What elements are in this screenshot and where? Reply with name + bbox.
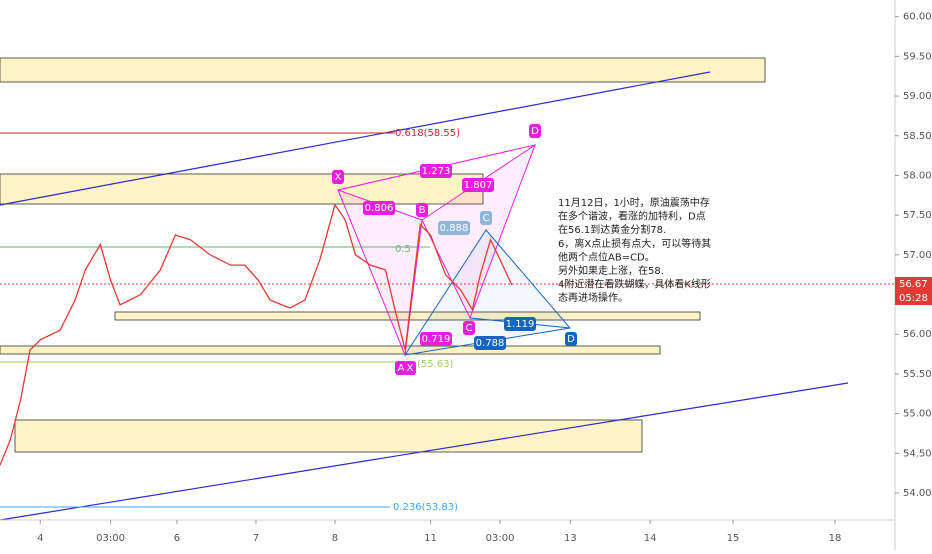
pattern-point: C [466, 323, 473, 334]
pattern-point-box [332, 170, 344, 184]
y-tick-label: 54.50 [903, 448, 932, 459]
y-tick-label: 55.50 [903, 369, 932, 380]
y-tick-label: 56.00 [903, 329, 932, 340]
ratio-label: 0.888 [440, 223, 469, 234]
ratio-label: 0.719 [422, 334, 451, 345]
x-tick-label: 6 [174, 533, 180, 544]
ratio-label-box [438, 221, 470, 235]
pattern-point-box [416, 203, 428, 217]
y-tick-label: 57.50 [903, 210, 932, 221]
note-line: 在56.1到达黄金分割78. [558, 223, 666, 236]
ratio-label: 0.788 [476, 338, 505, 349]
fib-label: 0.236(53.83) [393, 502, 458, 513]
y-tick-label: 55.00 [903, 409, 932, 420]
x-tick-label: 11 [424, 533, 437, 544]
x-tick-label: 8 [332, 533, 338, 544]
pattern-point-box [529, 124, 541, 138]
ratio-label: 1.273 [422, 166, 451, 177]
pattern-point-box [404, 361, 416, 375]
y-tick-label: 60.00 [903, 12, 932, 23]
ratio-label-box [363, 201, 395, 215]
layout [0, 0, 896, 550]
pattern-point: X [335, 172, 342, 183]
y-tick-label: 59.50 [903, 51, 932, 62]
ratio-label-box [420, 332, 452, 346]
x-tick-label: 03:00 [96, 533, 125, 544]
note-line: 另外如果走上涨，在58. [558, 264, 664, 277]
pattern-point: A [398, 363, 405, 374]
x-tick-label: 03:00 [486, 533, 515, 544]
note-line: 6，离X点止损有点大，可以等待其 [558, 237, 711, 250]
pattern-point: D [567, 334, 575, 345]
ratio-label: 0.806 [365, 203, 394, 214]
x-tick-label: 13 [564, 533, 577, 544]
price-line [0, 203, 513, 466]
ratio-label: 1.119 [506, 319, 535, 330]
ratio-label-box [474, 336, 506, 350]
ratio-label-box [504, 317, 536, 331]
ratio-label-box [420, 164, 452, 178]
note-line: 他两个点位AB=CD。 [558, 250, 655, 263]
ratio-label: 1.807 [464, 180, 493, 191]
y-tick-label: 57.00 [903, 250, 932, 261]
pattern-point: D [531, 126, 539, 137]
pattern-point: C [483, 213, 490, 224]
pattern-point-box [463, 321, 475, 335]
pattern-point: B [419, 205, 426, 216]
pattern-point: X [407, 363, 414, 374]
x-tick-label: 14 [644, 533, 657, 544]
x-tick-label: 18 [829, 533, 842, 544]
note-line: 在多个谐波，看涨的加特利，D点 [558, 210, 706, 223]
x-tick-label: 4 [37, 533, 43, 544]
time-tag-box [895, 291, 932, 305]
y-tick-label: 59.00 [903, 91, 932, 102]
ratio-label-box [462, 178, 494, 192]
fib-label: (55.63) [417, 359, 454, 370]
x-tick-label: 7 [253, 533, 259, 544]
time-tag: 05:28 [899, 293, 928, 304]
price-tag: 56.67 [899, 279, 928, 290]
note-line: 态再进场操作。 [558, 291, 628, 304]
x-tick-label: 15 [727, 533, 740, 544]
fib-label: 0.618(58.55) [395, 128, 460, 139]
y-tick-label: 54.00 [903, 488, 932, 499]
y-tick-label: 58.00 [903, 170, 932, 181]
y-tick-label: 58.50 [903, 131, 932, 142]
note-line: 4附近潜在看跌蝴蝶，具体看K线形 [558, 278, 711, 291]
price-tag-box [895, 277, 932, 291]
fib-label: 0.5 [395, 244, 411, 255]
pattern-point-box [565, 332, 577, 346]
pattern-point-box [480, 211, 492, 225]
note-line: 11月12日，1小时，原油震荡中存 [558, 196, 710, 209]
